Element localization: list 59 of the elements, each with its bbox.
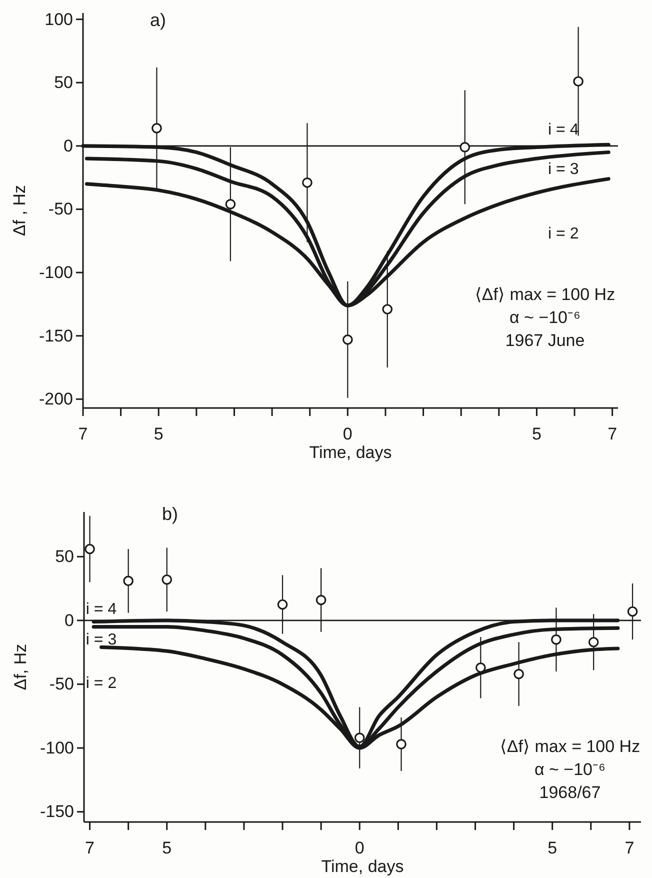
y-axis-title: Δf , Hz	[10, 184, 29, 236]
point	[514, 668, 524, 680]
y-tick-label: -150	[38, 326, 73, 346]
annotation: 1968/67	[539, 783, 601, 802]
point	[354, 732, 365, 743]
point	[316, 594, 326, 606]
annotation: α ~ −10⁻⁶	[509, 308, 581, 327]
series-label: i = 4	[86, 601, 117, 618]
y-tick-label: -50	[49, 674, 74, 694]
point	[84, 544, 95, 554]
y-axis-title: Δf, Hz	[11, 644, 30, 690]
x-tick-label: 7	[85, 838, 95, 858]
x-tick-label: 5	[154, 424, 164, 444]
annotation: ⟨Δf⟩ max = 100 Hz	[474, 285, 616, 304]
x-axis-title: Time, days	[309, 443, 392, 462]
chart-title: a)	[150, 10, 166, 30]
x-axis-title: Time, days	[321, 857, 404, 876]
x-tick-label: 7	[78, 424, 88, 444]
x-tick-label: 5	[548, 838, 558, 858]
y-tick-label: 0	[64, 610, 74, 630]
y-tick-label: -200	[38, 390, 73, 409]
chart-title: b)	[162, 504, 178, 524]
series-label: i = 3	[548, 160, 579, 178]
annotation: 1967 June	[505, 331, 585, 350]
series-label: i = 4	[548, 122, 579, 139]
y-tick-label: 50	[54, 73, 73, 92]
point	[302, 177, 312, 188]
y-tick-label: -100	[40, 738, 74, 758]
annotation: α ~ −10⁻⁶	[534, 760, 606, 779]
y-tick-label: 50	[55, 547, 74, 566]
point	[123, 576, 134, 586]
x-tick-label: 0	[354, 838, 364, 858]
point	[152, 123, 162, 134]
point	[396, 739, 406, 750]
y-tick-label: -50	[48, 200, 73, 219]
point	[460, 142, 470, 152]
point	[588, 636, 599, 648]
text: i = 2	[548, 225, 579, 242]
x-tick-label: 0	[342, 424, 352, 444]
series-label: i = 2	[86, 675, 117, 692]
y-tick-label: 100	[44, 10, 73, 29]
y-tick-label: -150	[40, 802, 74, 822]
y-tick-label: 0	[64, 136, 73, 156]
x-tick-label: 5	[162, 838, 172, 858]
series-label: i = 3	[86, 632, 117, 649]
point	[382, 304, 393, 314]
point	[225, 199, 236, 210]
point	[551, 634, 562, 645]
point	[342, 334, 353, 345]
x-tick-label: 7	[608, 424, 618, 444]
x-tick-label: 5	[532, 424, 542, 444]
point	[573, 76, 584, 87]
annotation: ⟨Δf⟩ max = 100 Hz	[500, 737, 640, 756]
point	[475, 662, 486, 673]
point	[277, 599, 288, 610]
point	[162, 574, 172, 585]
point	[627, 606, 638, 617]
x-tick-label: 7	[624, 838, 634, 858]
y-tick-label: -100	[38, 262, 73, 282]
